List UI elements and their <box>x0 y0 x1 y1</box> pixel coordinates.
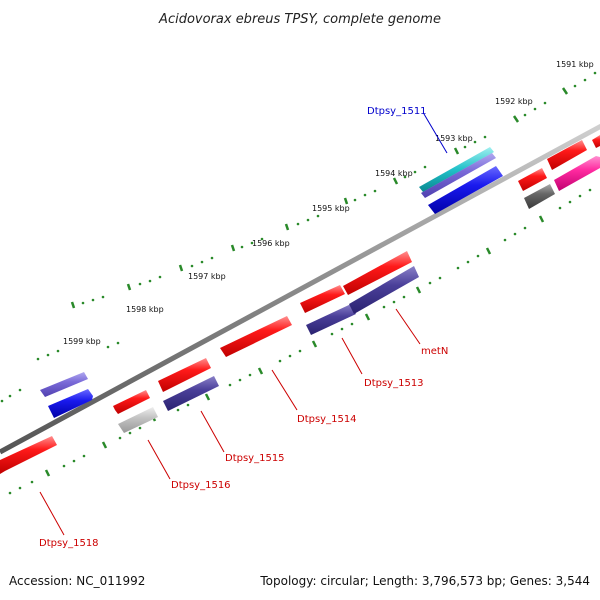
gene-features <box>40 147 503 418</box>
gene-label-dtpsy-1513[interactable]: Dtpsy_1513 <box>364 378 424 389</box>
gene-blue-left <box>48 389 93 418</box>
tick-label: 1596 kbp <box>252 239 290 248</box>
gene-blue-1 <box>428 166 503 214</box>
gene-lavender-left <box>40 372 88 397</box>
outer-ruler-ticks <box>70 87 569 309</box>
gene-dtpsy-1516-grey <box>118 407 158 433</box>
gene-label-dtpsy-1515[interactable]: Dtpsy_1515 <box>225 453 285 464</box>
gene-dtpsy-1511-navy <box>421 153 496 198</box>
ruler-labels: 1591 kbp 1592 kbp 1593 kbp 1594 kbp 1595… <box>63 60 594 346</box>
tick-label: 1594 kbp <box>375 169 413 178</box>
gene-dtpsy-1511-teal <box>419 147 494 192</box>
gene-dtpsy-1516-red <box>113 390 150 414</box>
gene-right-pink <box>554 156 600 191</box>
gene-dtpsy-1514 <box>220 316 292 357</box>
gene-dtpsy-1513-navy <box>306 304 356 335</box>
genome-backbone <box>0 123 600 455</box>
genome-summary-text: Topology: circular; Length: 3,796,573 bp… <box>259 574 590 588</box>
gene-label-dtpsy-1518[interactable]: Dtpsy_1518 <box>39 538 99 549</box>
tick-label: 1592 kbp <box>495 97 533 106</box>
accession-text: Accession: NC_011992 <box>9 574 145 588</box>
gene-metn-navy <box>349 266 419 314</box>
tick-label: 1597 kbp <box>188 272 226 281</box>
gene-dtpsy-1518 <box>0 436 57 474</box>
gene-right-red-1 <box>518 168 547 191</box>
gene-right-red-3 <box>592 135 600 148</box>
gene-label-dtpsy-1516[interactable]: Dtpsy_1516 <box>171 480 231 491</box>
tick-label: 1593 kbp <box>435 134 473 143</box>
map-title: Acidovorax ebreus TPSY, complete genome <box>158 12 441 27</box>
gene-right-red-2 <box>547 140 587 170</box>
gene-metn-red <box>343 251 412 295</box>
gene-labels: Dtpsy_1511 metN Dtpsy_1513 Dtpsy_1514 Dt… <box>39 106 448 549</box>
gene-label-dtpsy-1511[interactable]: Dtpsy_1511 <box>367 106 427 117</box>
inner-ruler-dots <box>8 188 592 495</box>
gene-label-metn[interactable]: metN <box>421 346 448 357</box>
outer-ruler-dots <box>0 71 597 403</box>
label-leader-lines <box>39 113 448 536</box>
gene-features-inner <box>0 135 600 474</box>
gene-right-dark <box>524 184 555 209</box>
inner-ruler-ticks <box>44 215 545 477</box>
tick-label: 1595 kbp <box>312 204 350 213</box>
tick-label: 1599 kbp <box>63 337 101 346</box>
gene-dtpsy-1513-red <box>300 285 345 313</box>
tick-label: 1598 kbp <box>126 305 164 314</box>
gene-dtpsy-1515-red <box>158 358 211 392</box>
gene-dtpsy-1515-navy <box>163 376 219 411</box>
tick-label: 1591 kbp <box>556 60 594 69</box>
gene-label-dtpsy-1514[interactable]: Dtpsy_1514 <box>297 414 357 425</box>
